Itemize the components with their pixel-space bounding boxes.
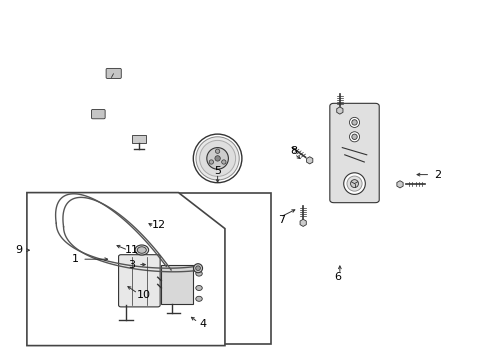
Polygon shape — [396, 181, 402, 188]
Ellipse shape — [195, 266, 200, 271]
Text: 11: 11 — [125, 245, 139, 255]
Ellipse shape — [346, 176, 361, 191]
Polygon shape — [300, 219, 305, 226]
Ellipse shape — [343, 173, 365, 194]
FancyBboxPatch shape — [329, 103, 379, 203]
Ellipse shape — [351, 134, 357, 139]
Polygon shape — [306, 157, 312, 164]
Ellipse shape — [195, 271, 202, 276]
Ellipse shape — [349, 117, 359, 127]
Text: 1: 1 — [72, 254, 79, 264]
Text: 7: 7 — [277, 215, 284, 225]
Text: 9: 9 — [15, 245, 22, 255]
Ellipse shape — [195, 285, 202, 291]
Ellipse shape — [196, 137, 239, 180]
Text: 4: 4 — [199, 319, 206, 329]
Ellipse shape — [209, 160, 213, 164]
Text: 3: 3 — [128, 260, 135, 270]
FancyBboxPatch shape — [118, 255, 160, 307]
Bar — [161, 265, 193, 304]
Bar — [110, 193, 271, 344]
Text: 8: 8 — [289, 146, 296, 156]
Polygon shape — [336, 107, 342, 114]
Ellipse shape — [137, 247, 146, 253]
FancyBboxPatch shape — [91, 109, 105, 119]
Text: 12: 12 — [152, 220, 165, 230]
Ellipse shape — [351, 120, 357, 125]
Ellipse shape — [214, 156, 220, 161]
FancyBboxPatch shape — [106, 68, 121, 78]
Ellipse shape — [135, 245, 148, 255]
Ellipse shape — [199, 140, 235, 176]
Ellipse shape — [195, 296, 202, 301]
Ellipse shape — [349, 132, 359, 142]
Text: 5: 5 — [214, 166, 221, 176]
Ellipse shape — [193, 264, 202, 273]
Ellipse shape — [350, 180, 358, 188]
Ellipse shape — [193, 134, 242, 183]
Ellipse shape — [206, 148, 228, 169]
Text: 6: 6 — [333, 272, 340, 282]
Text: 10: 10 — [137, 290, 151, 300]
Polygon shape — [27, 193, 224, 346]
Ellipse shape — [221, 160, 225, 164]
Text: 2: 2 — [433, 170, 440, 180]
Ellipse shape — [215, 149, 219, 153]
Bar — [132, 135, 145, 143]
